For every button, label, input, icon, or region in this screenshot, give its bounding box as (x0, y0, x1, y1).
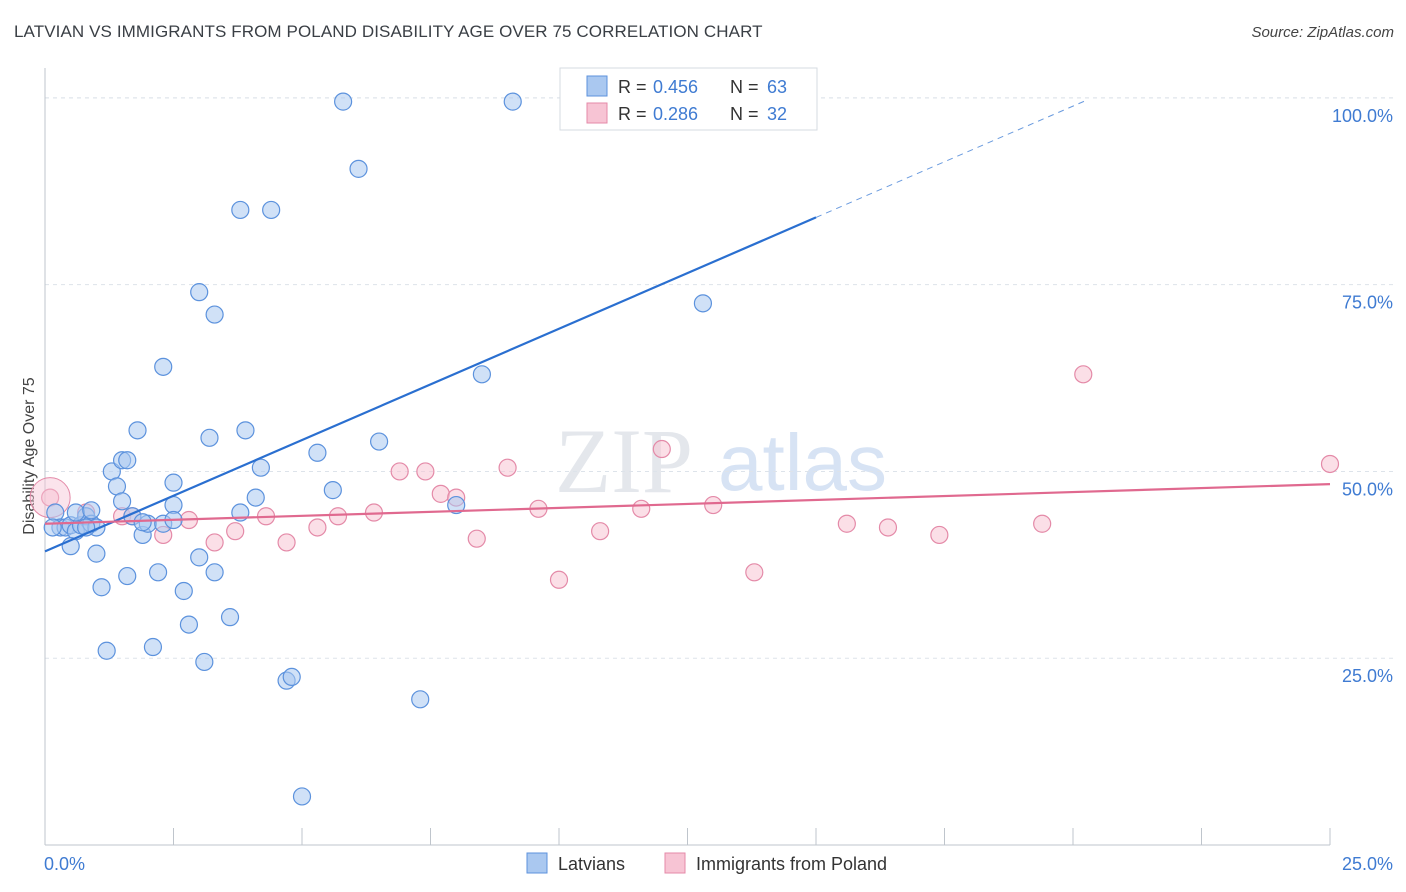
legend-r-label-2: R = (618, 104, 647, 124)
latvians-point (282, 667, 301, 686)
bottom-legend: Latvians Immigrants from Poland (526, 852, 887, 874)
legend-r-label-1: R = (618, 77, 647, 97)
latvians-point (143, 637, 163, 657)
y-tick-label: 100.0% (1332, 106, 1393, 126)
y-axis-label: Disability Age Over 75 (21, 377, 38, 535)
x-tick-label-max: 25.0% (1342, 854, 1393, 874)
poland-point (467, 529, 486, 548)
y-tick-label: 50.0% (1342, 479, 1393, 499)
latvians-point (246, 488, 265, 507)
legend-box: R = 0.456 N = 63 R = 0.286 N = 32 (559, 67, 818, 131)
watermark-atlas: atlas (718, 418, 887, 507)
latvians-point (118, 566, 137, 586)
poland-point (498, 458, 517, 477)
latvians-point (220, 608, 240, 627)
latvians-point (66, 503, 85, 522)
poland-point (308, 518, 327, 537)
legend-swatch-latvians (586, 75, 608, 97)
trend-lines (44, 98, 1331, 553)
latvians-point (195, 652, 214, 672)
latvians-point (262, 200, 281, 220)
latvians-point (349, 159, 368, 178)
legend-n-label-1: N = (730, 77, 759, 97)
poland-point (226, 522, 245, 541)
latvians-point (154, 357, 173, 376)
latvians-point (43, 518, 62, 537)
poland-point (416, 462, 435, 481)
chart-title: LATVIAN VS IMMIGRANTS FROM POLAND DISABI… (14, 22, 763, 41)
y-tick-labels: 25.0% 50.0% 75.0% 100.0% (1332, 106, 1393, 686)
latvians-trend-extension (815, 98, 1089, 218)
legend-r-value-2: 0.286 (653, 104, 698, 124)
poland-point (591, 522, 610, 541)
source-label: Source: ZipAtlas.com (1251, 24, 1394, 41)
latvians-point (174, 581, 193, 601)
latvians-point (323, 481, 342, 500)
latvians-trend-line (44, 216, 817, 553)
latvians-point (97, 641, 116, 660)
y-tick-label: 25.0% (1342, 666, 1393, 686)
x-tick-label-min: 0.0% (44, 854, 85, 874)
series-immigrants-from-poland (29, 365, 1340, 589)
latvians-point (82, 501, 101, 520)
poland-point (837, 514, 856, 533)
poland-point (277, 533, 296, 552)
poland-point (704, 495, 723, 515)
latvians-point (112, 492, 132, 511)
poland-point (549, 570, 569, 589)
latvians-point (503, 92, 522, 111)
latvians-point (251, 458, 270, 477)
poland-point (390, 462, 409, 481)
poland-point (930, 525, 949, 545)
latvians-point (236, 421, 255, 440)
latvians-point (87, 544, 106, 563)
poland-trend-line (44, 483, 1331, 525)
watermark-zip: ZIP (555, 410, 693, 512)
bottom-legend-swatch-latvians (526, 852, 548, 874)
y-tick-label: 75.0% (1342, 293, 1393, 313)
poland-point (431, 484, 450, 503)
poland-point (205, 533, 224, 552)
latvians-point (231, 200, 250, 220)
latvians-point (334, 92, 353, 111)
legend-n-value-1: 63 (767, 77, 787, 97)
bottom-legend-latvians: Latvians (558, 854, 625, 874)
grid-lines (45, 97, 1393, 659)
latvians-point (308, 443, 327, 462)
latvians-point (128, 421, 147, 440)
latvians-point (292, 787, 312, 806)
latvians-point (200, 428, 219, 447)
bottom-legend-poland: Immigrants from Poland (696, 854, 887, 874)
legend-swatch-poland (586, 102, 608, 124)
legend-n-value-2: 32 (767, 104, 787, 124)
poland-point (328, 507, 348, 526)
latvians-point (205, 563, 224, 582)
poland-point (1320, 454, 1340, 474)
latvians-point (118, 451, 137, 470)
legend-r-value-1: 0.456 (653, 77, 698, 97)
latvians-point (190, 548, 209, 567)
latvians-point (133, 513, 152, 532)
legend-n-label-2: N = (730, 104, 759, 124)
poland-point (632, 499, 651, 518)
latvians-point (693, 294, 713, 313)
latvians-point (447, 495, 466, 515)
latvians-point (411, 690, 430, 709)
latvians-point (148, 563, 168, 582)
poland-point (745, 563, 764, 582)
latvians-point (190, 283, 209, 302)
latvians-point (205, 305, 224, 324)
latvians-point (472, 365, 491, 384)
x-ticks (44, 828, 1331, 845)
latvians-point (164, 473, 183, 492)
latvians-point (179, 615, 199, 634)
poland-point (1074, 365, 1093, 384)
latvians-point (92, 578, 111, 597)
poland-point (878, 518, 898, 537)
poland-point (652, 439, 671, 459)
poland-point (1033, 514, 1052, 533)
latvians-point (370, 432, 389, 451)
bottom-legend-swatch-poland (664, 852, 686, 874)
